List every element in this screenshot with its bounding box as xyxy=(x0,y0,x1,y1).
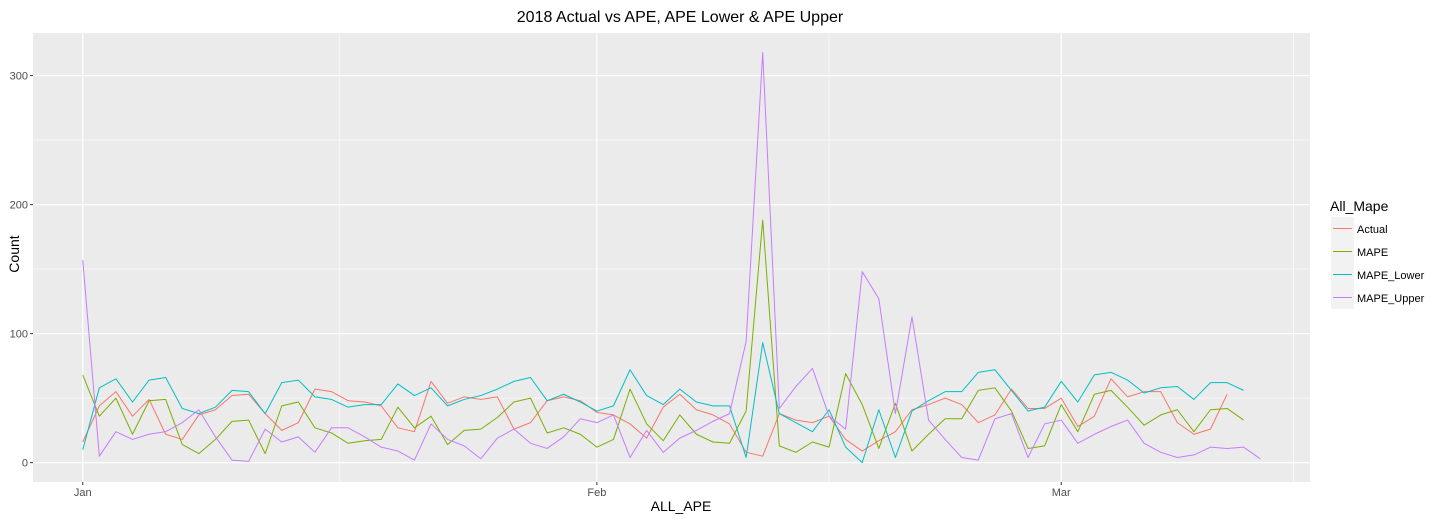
legend-label-mape-upper: MAPE_Upper xyxy=(1357,293,1425,305)
x-axis-title: ALL_APE xyxy=(651,498,712,514)
y-tick-label: 100 xyxy=(10,329,28,341)
major-gridlines xyxy=(33,33,1310,482)
legend-title: All_Mape xyxy=(1330,198,1389,214)
x-tick-label: Jan xyxy=(74,487,92,499)
y-axis-title: Count xyxy=(6,235,22,272)
plot-panel xyxy=(33,33,1310,482)
series-line-mape-lower xyxy=(82,342,1244,464)
legend: All_Mape Actual MAPE MAPE_Lower MAPE_Upper xyxy=(1330,198,1425,309)
y-axis: 0 100 200 300 xyxy=(10,71,33,470)
x-axis: Jan Feb Mar xyxy=(74,482,1071,499)
legend-label-actual: Actual xyxy=(1357,224,1388,236)
y-tick-label: 300 xyxy=(10,71,28,83)
minor-gridlines xyxy=(33,33,1310,482)
series-lines xyxy=(82,51,1261,464)
series-line-mape xyxy=(82,219,1244,455)
legend-label-mape-lower: MAPE_Lower xyxy=(1357,270,1425,282)
y-tick-label: 200 xyxy=(10,200,28,212)
series-line-actual xyxy=(82,378,1228,457)
x-tick-label: Mar xyxy=(1052,487,1071,499)
chart-title: 2018 Actual vs APE, APE Lower & APE Uppe… xyxy=(517,9,844,26)
series-line-mape-upper xyxy=(82,51,1261,462)
legend-label-mape: MAPE xyxy=(1357,247,1388,259)
x-tick-label: Feb xyxy=(587,487,606,499)
y-tick-label: 0 xyxy=(22,458,28,470)
